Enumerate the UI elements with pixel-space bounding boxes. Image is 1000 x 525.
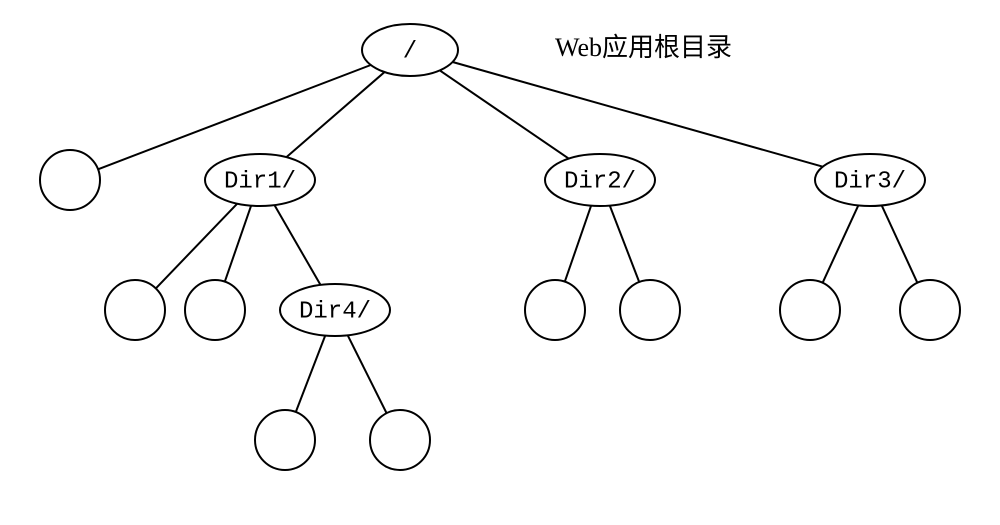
edge-dir1-dir4 bbox=[275, 205, 321, 285]
nodes-group: / Dir1/Dir2/Dir3/Dir4/ bbox=[40, 24, 960, 470]
edge-root-dir3 bbox=[453, 62, 823, 167]
root-annotation: Web应用根目录 bbox=[555, 33, 732, 62]
edge-root-l1a bbox=[98, 65, 371, 169]
node-d4c1 bbox=[255, 410, 315, 470]
node-label-root: / bbox=[403, 38, 417, 65]
node-label-dir1: Dir1/ bbox=[224, 168, 296, 195]
edge-dir1-d1c2 bbox=[225, 206, 251, 282]
node-label-dir4: Dir4/ bbox=[299, 298, 371, 325]
node-d1c2 bbox=[185, 280, 245, 340]
edges-group bbox=[98, 62, 917, 413]
edge-dir4-d4c2 bbox=[348, 335, 387, 413]
node-label-dir3: Dir3/ bbox=[834, 168, 906, 195]
node-d4c2 bbox=[370, 410, 430, 470]
edge-dir1-d1c1 bbox=[156, 204, 237, 289]
edge-dir4-d4c1 bbox=[296, 336, 325, 412]
node-d2c1 bbox=[525, 280, 585, 340]
node-d1c1 bbox=[105, 280, 165, 340]
edge-dir3-d3c2 bbox=[882, 205, 918, 282]
edge-root-dir1 bbox=[286, 72, 384, 157]
tree-diagram: / Dir1/Dir2/Dir3/Dir4/Web应用根目录 bbox=[0, 0, 1000, 525]
edge-dir3-d3c1 bbox=[823, 205, 859, 282]
node-d2c2 bbox=[620, 280, 680, 340]
node-d3c2 bbox=[900, 280, 960, 340]
node-label-dir2: Dir2/ bbox=[564, 168, 636, 195]
edge-dir2-d2c2 bbox=[610, 206, 639, 282]
edge-root-dir2 bbox=[440, 70, 569, 158]
node-d3c1 bbox=[780, 280, 840, 340]
node-l1a bbox=[40, 150, 100, 210]
edge-dir2-d2c1 bbox=[565, 206, 591, 282]
